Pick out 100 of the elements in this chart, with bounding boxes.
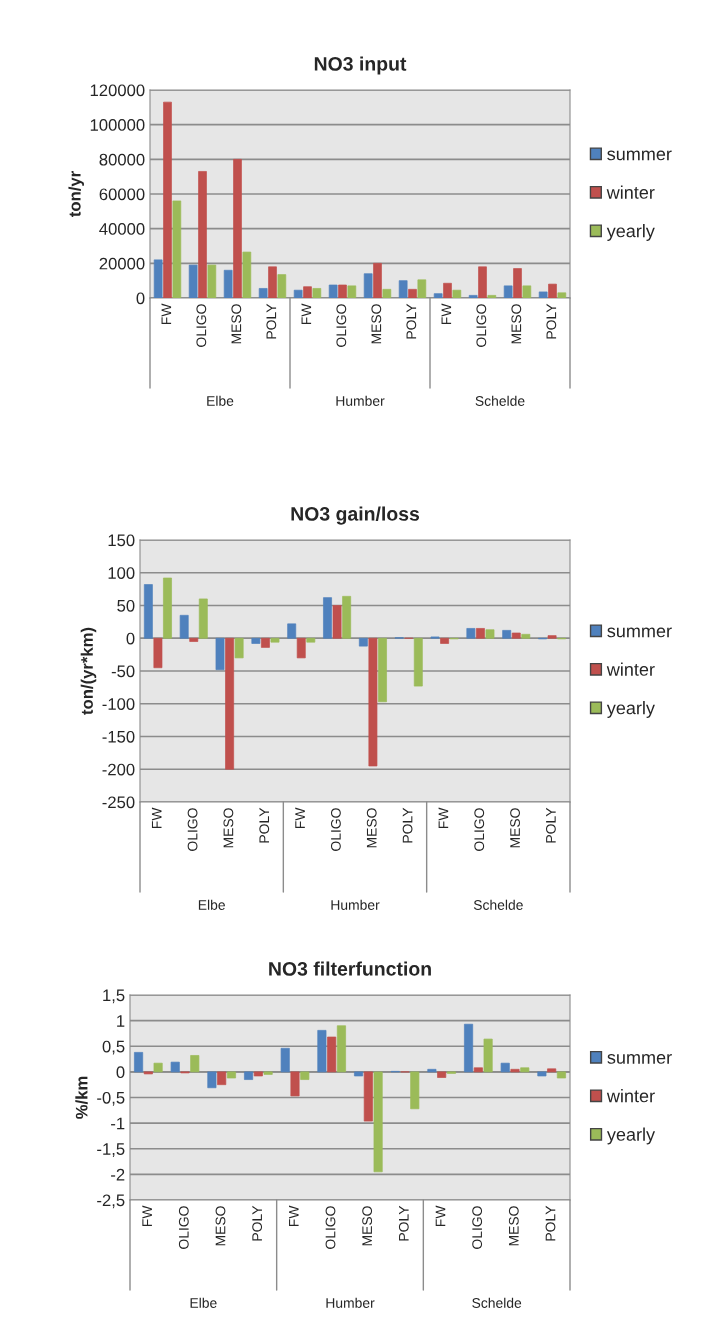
y-tick-label: 60000 (99, 188, 145, 201)
x-tick-label: FW (438, 807, 449, 829)
text: Schelde (472, 1297, 522, 1308)
text: Elbe (198, 899, 225, 910)
x-tick-label: OLIGO (474, 808, 485, 851)
bar (398, 280, 408, 298)
legend-label: summer (607, 1053, 672, 1064)
y-tick-label: 80000 (99, 153, 145, 166)
bar (317, 1030, 327, 1073)
chart-title: NO3 filterfunction (269, 961, 431, 976)
legend-label: winter (606, 662, 655, 676)
x-tick-label: FW (435, 1205, 446, 1227)
y-tick-label: 1,5 (103, 989, 125, 1004)
x-tick-label: POLY (398, 1205, 409, 1241)
bar (502, 630, 512, 639)
y-tick-label: -100 (102, 698, 135, 710)
bar (547, 635, 557, 639)
x-tick-label: OLIGO (476, 304, 487, 347)
bar (143, 1071, 153, 1075)
x-tick-label: POLY (546, 303, 557, 339)
bar (179, 614, 189, 639)
text: Schelde (473, 899, 523, 910)
y-tick-label: 50 (117, 599, 135, 612)
text: Elbe (190, 1297, 217, 1308)
bar (242, 251, 252, 298)
x-tick-label: POLY (259, 807, 270, 843)
x-tick-label: OLIGO (196, 304, 207, 347)
x-tick-label: OLIGO (336, 304, 347, 347)
bar (483, 1038, 493, 1073)
bar (225, 637, 234, 770)
bar (327, 1036, 337, 1073)
x-tick-label: MESO (215, 1206, 226, 1246)
bar (336, 1025, 346, 1073)
y-tick-label: -2 (111, 1168, 125, 1181)
bar (277, 274, 287, 298)
x-tick-label: MESO (508, 1206, 519, 1246)
y-tick-label: -0,5 (97, 1091, 125, 1106)
bar (373, 1071, 383, 1173)
text: Humber (336, 395, 385, 406)
text: Elbe (207, 395, 234, 406)
bar (440, 637, 449, 644)
x-tick-label: FW (441, 303, 452, 325)
y-axis-title: %/km (75, 1076, 88, 1119)
bar (538, 291, 548, 298)
y-tick-label: 150 (108, 534, 135, 547)
x-tick-label: FW (142, 1205, 152, 1227)
x-tick-label: MESO (510, 808, 520, 848)
x-tick-label: FW (151, 807, 162, 829)
bar (521, 633, 531, 639)
legend-label: yearly (606, 1127, 656, 1145)
bar (189, 637, 199, 642)
bar (363, 273, 373, 298)
bar (443, 282, 452, 298)
y-tick-label: -250 (102, 796, 135, 809)
bar (437, 1071, 447, 1078)
bar (556, 1071, 566, 1079)
x-tick-label: FW (301, 303, 312, 325)
bar (303, 286, 312, 298)
bar (332, 605, 342, 639)
bar (268, 266, 277, 298)
bar (170, 1061, 180, 1073)
y-tick-label: -200 (102, 763, 135, 776)
bar (270, 637, 280, 643)
x-tick-label: FW (161, 303, 172, 325)
x-tick-label: MESO (511, 304, 522, 344)
bar (207, 1071, 217, 1089)
bar (464, 1023, 474, 1073)
x-tick-label: OLIGO (187, 808, 198, 851)
bar (306, 637, 316, 643)
text: Humber (331, 899, 380, 910)
bar (153, 637, 163, 669)
bar (342, 595, 352, 639)
bar (258, 288, 268, 298)
legend-label: winter (606, 1089, 655, 1103)
bar (476, 628, 485, 639)
bar (217, 1071, 227, 1086)
x-tick-label: MESO (362, 1206, 373, 1246)
bar (408, 288, 417, 298)
y-tick-label: -2,5 (97, 1194, 125, 1209)
bar (358, 637, 368, 647)
bar (378, 637, 387, 703)
y-tick-label: 0 (116, 1066, 125, 1079)
bar (382, 288, 392, 298)
bar (263, 1071, 273, 1075)
x-tick-label: FW (295, 807, 305, 829)
y-tick-label: -1,5 (97, 1143, 125, 1157)
bar (226, 1071, 236, 1079)
bar (190, 1055, 200, 1073)
x-tick-label: MESO (223, 808, 234, 848)
legend-label: winter (606, 185, 655, 199)
y-tick-label: 100 (108, 567, 135, 579)
bar (522, 285, 532, 298)
bar (363, 1071, 373, 1122)
bar (296, 637, 306, 659)
y-tick-label: -50 (111, 665, 135, 678)
bar (198, 171, 207, 298)
text: Schelde (475, 395, 525, 406)
x-tick-label: MESO (366, 808, 377, 848)
bar (188, 264, 198, 298)
bar (368, 637, 378, 767)
